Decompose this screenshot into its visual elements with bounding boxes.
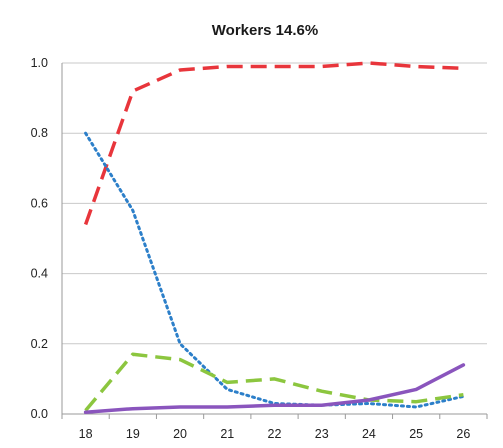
x-tick-label: 23 — [315, 427, 329, 441]
y-tick-label: 0.2 — [31, 337, 48, 351]
y-tick-label: 0.0 — [31, 407, 48, 421]
series-line-2 — [84, 131, 465, 409]
y-axis-ticks: 0.0 0.2 0.4 0.6 0.8 1.0 — [31, 56, 48, 421]
x-tick-label: 22 — [268, 427, 282, 441]
y-tick-label: 0.4 — [31, 267, 48, 281]
x-tick-label: 25 — [409, 427, 423, 441]
axes — [61, 63, 488, 419]
series-line-3 — [84, 352, 464, 412]
x-axis-ticks: 18 19 20 21 22 23 24 25 26 — [79, 427, 471, 441]
chart-title: Workers 14.6% — [212, 22, 318, 39]
x-tick-label: 21 — [220, 427, 234, 441]
y-tick-label: 0.8 — [31, 126, 48, 140]
series-line-1 — [83, 61, 464, 226]
x-tick-label: 19 — [126, 427, 140, 441]
series-group — [83, 61, 466, 414]
x-tick-label: 18 — [79, 427, 93, 441]
x-tick-label: 24 — [362, 427, 376, 441]
y-tick-label: 0.6 — [31, 196, 48, 210]
x-tick-label: 20 — [173, 427, 187, 441]
series-line-4 — [83, 363, 466, 414]
x-tick-label: 26 — [456, 427, 470, 441]
y-tick-label: 1.0 — [31, 56, 48, 70]
